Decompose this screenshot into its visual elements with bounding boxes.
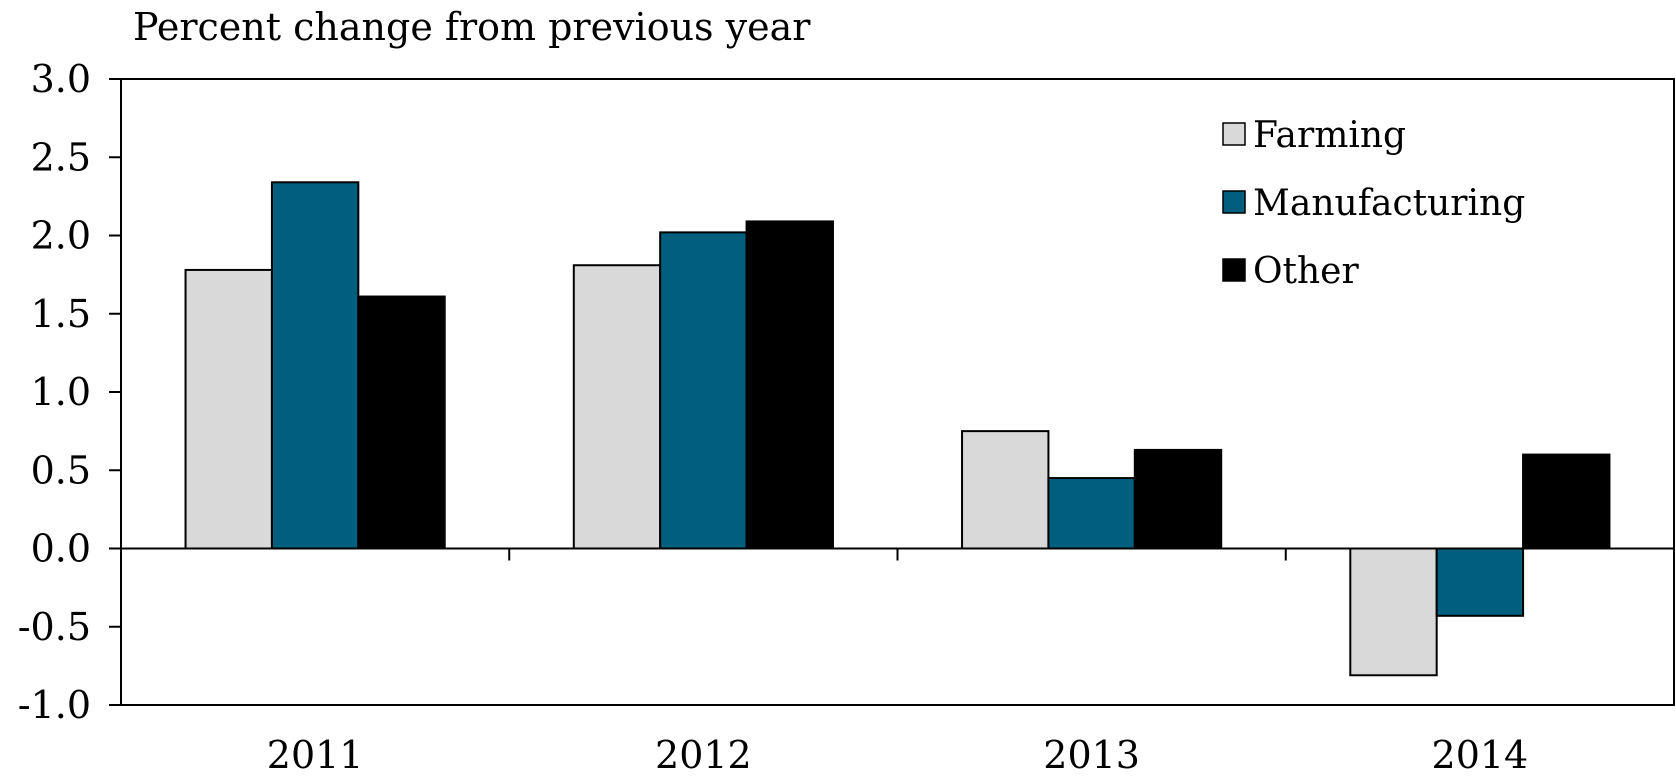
x-tick-label: 2013 xyxy=(1043,733,1140,777)
legend-swatch-farming xyxy=(1222,122,1246,146)
y-tick-label: 2.0 xyxy=(31,214,91,258)
legend-label-other: Other xyxy=(1253,251,1359,292)
y-tick-label: 0.5 xyxy=(31,448,91,492)
bar-manufacturing-2013 xyxy=(1047,477,1136,550)
y-tick-label: 0.0 xyxy=(31,527,91,571)
y-tick-label: 1.5 xyxy=(31,292,91,336)
y-tick-label: 2.5 xyxy=(31,135,91,179)
x-tick-label: 2014 xyxy=(1432,733,1529,777)
legend-swatch-manufacturing xyxy=(1222,190,1246,214)
bar-other-2013 xyxy=(1133,448,1223,550)
y-tick-label: 1.0 xyxy=(31,370,91,414)
legend: Farming Manufacturing Other xyxy=(1222,115,1525,292)
x-tick-label: 2012 xyxy=(655,733,752,777)
x-tick-label: 2011 xyxy=(267,733,364,777)
legend-label-farming: Farming xyxy=(1253,115,1406,156)
bars-group xyxy=(184,181,1611,677)
bar-manufacturing-2012 xyxy=(659,231,748,550)
bar-manufacturing-2011 xyxy=(270,181,360,550)
legend-label-manufacturing: Manufacturing xyxy=(1253,183,1525,224)
bar-other-2012 xyxy=(745,220,834,550)
y-tick-label: 3.0 xyxy=(31,57,91,101)
bar-other-2014 xyxy=(1522,453,1611,550)
x-axis: 2011 2012 2013 2014 xyxy=(267,548,1529,777)
bar-farming-2013 xyxy=(961,430,1050,550)
bar-other-2011 xyxy=(357,295,446,550)
bar-farming-2011 xyxy=(184,268,273,550)
chart-title: Percent change from previous year xyxy=(133,5,811,49)
legend-swatch-other xyxy=(1222,258,1246,282)
bar-farming-2012 xyxy=(572,264,662,550)
bar-farming-2014 xyxy=(1349,547,1438,677)
y-tick-label: -0.5 xyxy=(18,605,91,649)
y-tick-label: -1.0 xyxy=(18,683,91,727)
bar-manufacturing-2014 xyxy=(1435,547,1525,617)
y-axis: -1.0 -0.5 0.0 0.5 1.0 1.5 2.0 2.5 3.0 xyxy=(18,57,121,727)
